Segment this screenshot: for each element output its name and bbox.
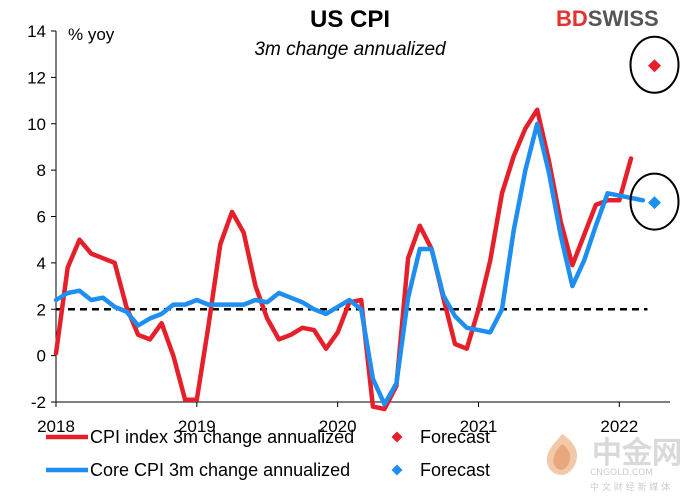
x-tick-label: 2019 bbox=[178, 417, 216, 436]
x-axis: 2018 2019 2020 2021 2022 bbox=[37, 402, 638, 436]
x-tick-label: 2020 bbox=[319, 417, 357, 436]
legend: CPI index 3m change annualized Forecast Co… bbox=[46, 427, 490, 480]
legend-marker-swatch bbox=[391, 464, 403, 476]
core-cpi-forecast-marker bbox=[648, 196, 662, 210]
forecast-highlight-circle bbox=[629, 35, 680, 94]
cpi-forecast-marker bbox=[648, 59, 662, 73]
chart-title: US CPI bbox=[310, 6, 390, 33]
watermark-main-text: 中金网 bbox=[592, 436, 682, 471]
legend-label: Forecast bbox=[420, 460, 490, 480]
x-tick-label: 2021 bbox=[460, 417, 498, 436]
y-tick-label: 0 bbox=[37, 347, 46, 366]
brand-swiss-text: SWISS bbox=[587, 6, 659, 31]
y-tick-label: 14 bbox=[27, 22, 46, 41]
chart-subtitle: 3m change annualized bbox=[254, 39, 447, 60]
cpi-series-line bbox=[53, 107, 634, 412]
x-tick-label: 2018 bbox=[37, 417, 75, 436]
bdswiss-logo: BDSWISS bbox=[556, 6, 659, 32]
y-tick-label: 10 bbox=[27, 115, 46, 134]
legend-label: CPI index 3m change annualized bbox=[90, 427, 354, 447]
legend-label: Forecast bbox=[420, 427, 490, 447]
legend-marker-swatch bbox=[391, 431, 403, 443]
x-tick-label: 2022 bbox=[600, 417, 638, 436]
forecast-group bbox=[629, 35, 680, 231]
y-tick-label: -2 bbox=[31, 393, 46, 412]
watermark-sub-text: 中 文 财 经 新 媒 体 bbox=[590, 483, 671, 493]
y-tick-label: 2 bbox=[37, 300, 46, 319]
y-tick-label: 8 bbox=[37, 161, 46, 180]
cngold-logo-icon bbox=[546, 434, 578, 475]
y-tick-label: 4 bbox=[37, 254, 46, 273]
forecast-highlight-circle bbox=[629, 172, 680, 231]
y-axis-unit-label: % yoy bbox=[68, 25, 115, 44]
y-axis: -2 0 2 4 6 8 10 12 14 bbox=[27, 22, 56, 412]
watermark-url-text: CNGOLD.COM bbox=[590, 468, 654, 478]
y-tick-label: 6 bbox=[37, 208, 46, 227]
y-tick-label: 12 bbox=[27, 68, 46, 87]
legend-label: Core CPI 3m change annualized bbox=[90, 460, 350, 480]
series-group bbox=[53, 107, 646, 412]
cngold-watermark: 中金网 CNGOLD.COM 中 文 财 经 新 媒 体 bbox=[542, 428, 692, 493]
brand-bd-text: BD bbox=[556, 6, 588, 31]
core-cpi-series-line bbox=[53, 121, 646, 407]
